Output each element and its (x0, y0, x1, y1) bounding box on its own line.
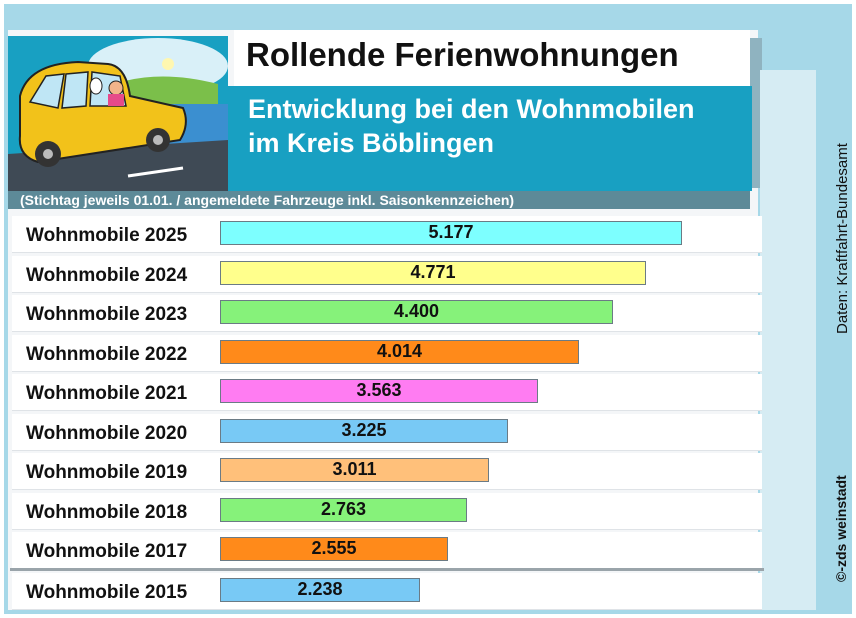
category-label: Wohnmobile 2024 (26, 265, 188, 286)
chart-subtitle-line2: im Kreis Böblingen (248, 128, 495, 158)
camper-van-illustration (8, 36, 228, 191)
category-label: Wohnmobile 2020 (26, 423, 188, 444)
credit-label: ©-zds weinstadt (833, 475, 849, 582)
category-label: Wohnmobile 2015 (26, 582, 188, 603)
bar (220, 537, 448, 561)
category-label: Wohnmobile 2018 (26, 502, 188, 523)
data-label: 3.011 (332, 459, 377, 479)
category-label: Wohnmobile 2023 (26, 304, 188, 325)
data-label: 4.014 (376, 341, 423, 361)
category-label: Wohnmobile 2019 (26, 462, 188, 483)
side-strip (760, 70, 816, 610)
chart-title: Rollende Ferienwohnungen (246, 36, 679, 73)
data-label: 4.771 (410, 262, 456, 282)
bar (220, 498, 467, 522)
category-label: Wohnmobile 2017 (26, 541, 188, 562)
chart-subtitle-line1: Entwicklung bei den Wohnmobilen (248, 94, 695, 124)
bar (220, 221, 682, 245)
note-band (8, 191, 750, 209)
data-source: Daten: Kraftfahrt-Bundesamt (834, 143, 851, 334)
bar (220, 261, 646, 285)
bar (220, 419, 508, 443)
bar (220, 379, 538, 403)
data-label: 2.763 (320, 499, 367, 519)
data-label: 2.238 (297, 579, 343, 599)
category-label: Wohnmobile 2021 (26, 383, 188, 404)
data-label: 3.563 (356, 380, 402, 400)
bar (220, 300, 613, 324)
data-label: 4.400 (393, 301, 440, 321)
title-box (234, 30, 750, 86)
chart-note: (Stichtag jeweils 01.01. / angemeldete F… (20, 192, 515, 208)
category-label: Wohnmobile 2022 (26, 344, 188, 365)
category-label: Wohnmobile 2025 (26, 225, 188, 246)
bar (220, 340, 579, 364)
data-label: 5.177 (428, 222, 474, 242)
bar (220, 578, 420, 602)
data-label: 2.555 (311, 538, 357, 558)
bar (220, 458, 489, 482)
row-divider (10, 568, 764, 571)
data-label: 3.225 (341, 420, 387, 440)
